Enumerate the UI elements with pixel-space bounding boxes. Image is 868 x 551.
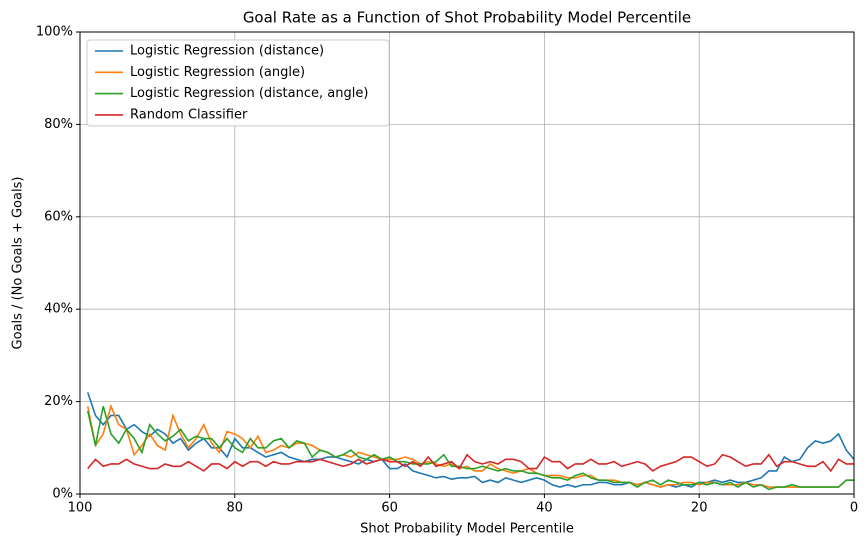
- y-tick-label: 80%: [44, 117, 73, 132]
- y-tick-label: 100%: [36, 25, 73, 40]
- legend-box: [86, 39, 390, 127]
- legend-label: Logistic Regression (distance): [130, 44, 324, 59]
- legend: Logistic Regression (distance) Logistic R…: [86, 39, 390, 127]
- x-tick-label: 20: [691, 501, 708, 516]
- legend-label: Logistic Regression (angle): [130, 65, 305, 80]
- x-tick-label: 40: [536, 501, 553, 516]
- plot-frame: [79, 31, 855, 495]
- x-tick-label: 80: [227, 501, 244, 516]
- x-tick-label: 100: [68, 501, 93, 516]
- y-tick-label: 40%: [44, 302, 73, 317]
- legend-label: Random Classifier: [130, 107, 248, 122]
- y-tick-label: 60%: [44, 209, 73, 224]
- line-series: [87, 453, 854, 473]
- y-axis-label: Goals / (No Goals + Goals): [11, 177, 26, 350]
- x-axis-label: Shot Probability Model Percentile: [360, 522, 574, 537]
- x-tick-label: 60: [381, 501, 398, 516]
- y-tick-label: 20%: [44, 394, 73, 409]
- y-tick-label: 0%: [52, 487, 73, 502]
- chart-title: Goal Rate as a Function of Shot Probabil…: [243, 9, 691, 27]
- line-series: [86, 392, 855, 488]
- legend-label: Logistic Regression (distance, angle): [130, 86, 368, 101]
- line-series: [86, 406, 854, 491]
- line-series: [86, 403, 854, 488]
- x-tick-label: 0: [850, 501, 858, 516]
